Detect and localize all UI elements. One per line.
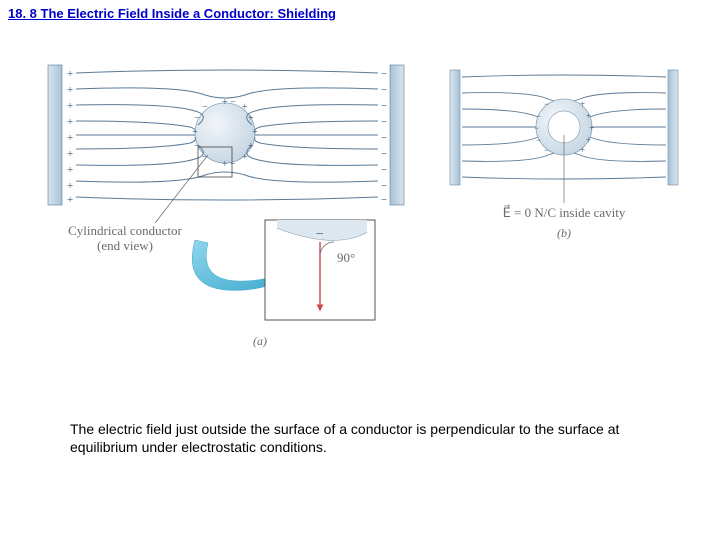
svg-text:+: + [67,116,73,128]
svg-text:−: − [536,111,541,121]
left-plate-b [450,70,460,185]
body-text: The electric field just outside the surf… [70,420,650,456]
svg-text:+: + [67,100,73,112]
svg-text:−: − [381,164,387,176]
svg-text:−: − [381,84,387,96]
cavity-label: E⃗ = 0 N/C inside cavity [503,205,626,220]
svg-text:+: + [589,123,594,133]
panel-a-label: (a) [253,334,267,348]
svg-text:+: + [67,180,73,192]
panel-b: −−− −− +++ ++ E⃗ = 0 N/C inside cavity (… [450,70,678,240]
svg-text:+: + [67,132,73,144]
right-plate [390,65,404,205]
svg-text:−: − [544,145,549,155]
svg-text:−: − [381,148,387,160]
left-plate [48,65,62,205]
section-title: 18. 8 The Electric Field Inside a Conduc… [8,6,336,21]
svg-text:+: + [67,68,73,80]
panel-b-label: (b) [557,226,571,240]
svg-text:+: + [222,159,228,170]
svg-text:+: + [222,97,228,108]
svg-text:+: + [586,135,591,145]
svg-text:+: + [252,127,258,138]
physics-diagram: ++++ +++++ −−−− −−−−− −−− [30,55,690,355]
svg-text:+: + [67,148,73,160]
svg-text:−: − [381,180,387,192]
svg-text:+: + [67,164,73,176]
svg-text:+: + [580,145,585,155]
svg-text:−: − [230,159,236,170]
svg-text:−: − [192,127,198,138]
svg-text:+: + [248,141,254,152]
angle-label: 90° [337,250,355,265]
svg-text:−: − [381,132,387,144]
svg-text:−: − [534,123,539,133]
svg-text:+: + [248,113,254,124]
svg-text:−: − [381,100,387,112]
svg-text:−: − [230,97,236,108]
svg-text:+: + [580,99,585,109]
svg-text:−: − [194,113,200,124]
zoom-inset: − 90° [265,220,375,320]
label-leader [155,155,208,223]
svg-text:−: − [381,116,387,128]
svg-text:+: + [67,194,73,206]
svg-text:−: − [202,102,208,113]
svg-text:−: − [536,135,541,145]
panel-a: ++++ +++++ −−−− −−−−− −−− [48,65,404,348]
conductor-label-1: Cylindrical conductor [68,223,182,238]
svg-text:−: − [381,194,387,206]
svg-text:+: + [67,84,73,96]
svg-text:−: − [381,68,387,80]
svg-text:−: − [544,99,549,109]
svg-text:−: − [316,227,324,242]
svg-text:+: + [242,102,248,113]
svg-text:+: + [242,152,248,163]
right-plate-b [668,70,678,185]
conductor-label-2: (end view) [97,238,153,253]
svg-text:−: − [194,141,200,152]
svg-text:+: + [586,111,591,121]
figure-area: ++++ +++++ −−−− −−−−− −−− [30,55,690,355]
